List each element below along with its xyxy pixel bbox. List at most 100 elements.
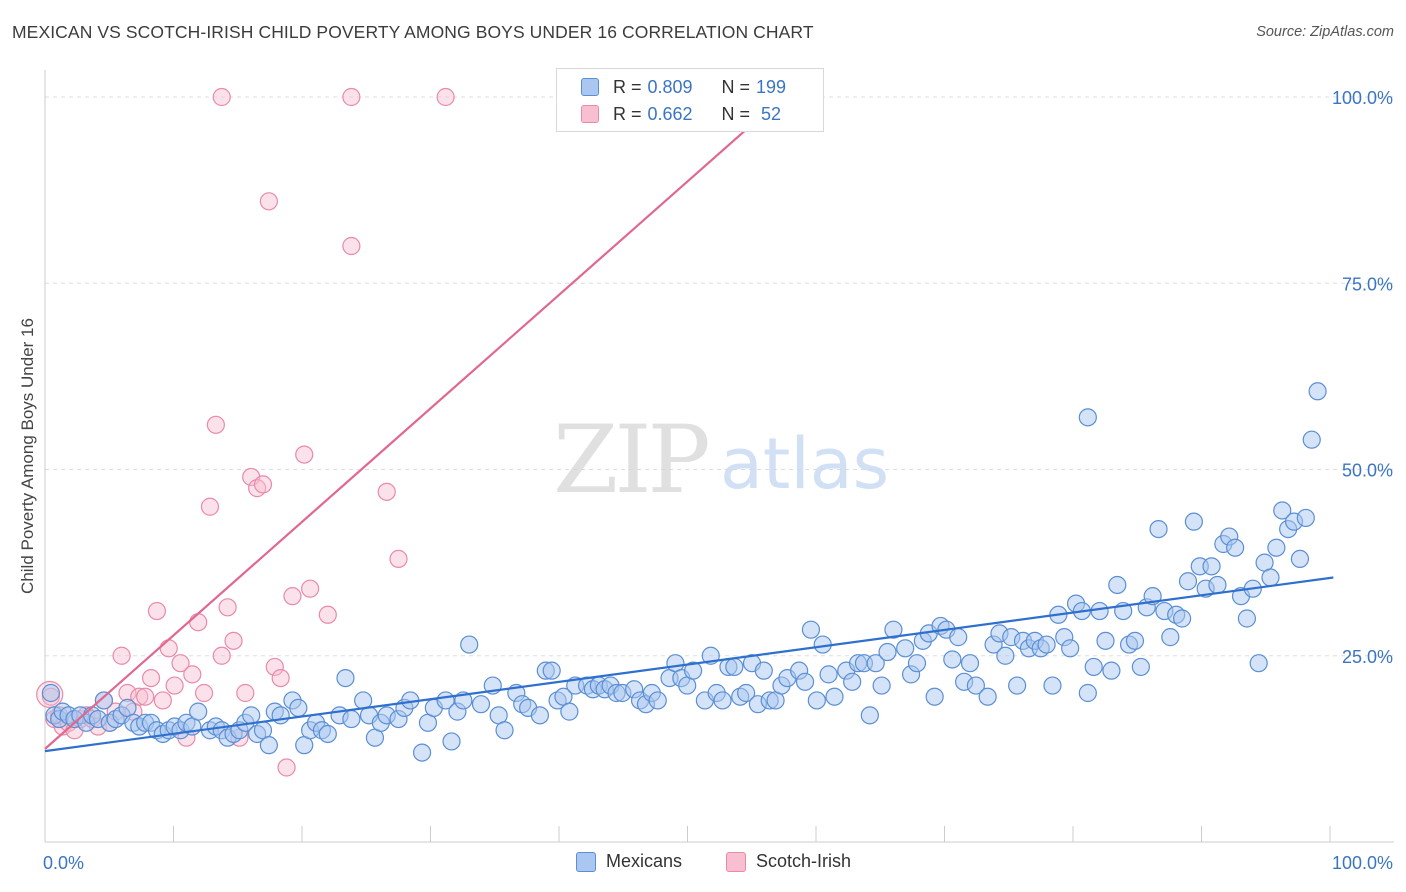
- mexicans-point: [1308, 382, 1327, 401]
- mexicans-point: [41, 683, 60, 703]
- mexicans-point: [1090, 601, 1109, 621]
- mexicans-point: [1096, 631, 1115, 650]
- mexicans-point: [884, 620, 903, 639]
- legend-row-mexicans: R = 0.809 N = 199: [581, 75, 786, 99]
- scotch-irish-point: [253, 475, 273, 494]
- watermark-zip: ZIP: [553, 406, 707, 515]
- scotch-irish-point: [183, 665, 202, 684]
- mexicans-point: [683, 661, 703, 680]
- legend-swatch-blue: [576, 851, 596, 872]
- mexicans-point: [825, 687, 844, 706]
- legend-n-value: 52: [756, 103, 782, 124]
- grid-layer: [45, 96, 1394, 657]
- legend-row-scotch-irish: R = 0.662 N = 52: [581, 102, 781, 126]
- legend-r-value: 0.809: [647, 76, 693, 97]
- mexicans-point: [259, 736, 278, 755]
- scotch-irish-point: [153, 691, 172, 710]
- scotch-irish-point: [295, 445, 314, 464]
- scotch-irish-point: [342, 236, 361, 256]
- legend-r-label: R =: [613, 103, 642, 124]
- mexicans-point: [795, 672, 815, 691]
- scotch-irish-point: [224, 631, 243, 650]
- mexicans-point: [819, 665, 838, 684]
- mexicans-point: [896, 639, 915, 658]
- scotch-irish-point: [189, 613, 208, 632]
- legend-label-mexicans: Mexicans: [606, 851, 683, 871]
- mexicans-point: [843, 672, 862, 691]
- scotch-irish-point: [389, 549, 408, 569]
- x-tick-label: 0.0%: [43, 853, 84, 873]
- mexicans-point: [1078, 683, 1097, 703]
- scotch-irish-point: [277, 758, 296, 777]
- scotch-irish-point: [141, 668, 161, 688]
- mexicans-point: [471, 695, 491, 714]
- mexicans-point: [1008, 676, 1027, 695]
- mexicans-point: [1202, 557, 1221, 576]
- mexicans-point: [1267, 538, 1286, 557]
- trend-layer: [44, 96, 1334, 753]
- mexicans-point: [960, 654, 980, 673]
- scotch-irish-point: [171, 654, 190, 673]
- mexicans-point: [1149, 519, 1168, 539]
- scotch-irish-point: [200, 497, 220, 516]
- scotch-irish-point: [206, 415, 225, 434]
- mexicans-point: [1184, 512, 1203, 531]
- mexicans-point: [754, 661, 773, 680]
- mexicans-point: [737, 683, 756, 703]
- legend-n-label: N =: [721, 76, 751, 97]
- mexicans-point: [949, 628, 968, 647]
- y-tick-label: 25.0%: [1342, 647, 1393, 667]
- y-tick-label: 50.0%: [1342, 461, 1393, 481]
- mexicans-point: [495, 721, 514, 740]
- series-mexicans-points: [41, 382, 1327, 762]
- scotch-irish-point: [342, 87, 361, 107]
- mexicans-point: [560, 702, 579, 721]
- legend-r-value: 0.662: [647, 103, 693, 124]
- source-credit: Source: ZipAtlas.com: [1256, 24, 1394, 40]
- mexicans-point: [1078, 408, 1097, 427]
- mexicans-point: [1084, 657, 1103, 677]
- scotch-irish-point: [236, 683, 255, 703]
- scotch-irish-point: [165, 676, 184, 695]
- scotch-irish-point: [147, 601, 167, 621]
- mexicans-point: [1178, 572, 1198, 591]
- mexicans-point: [542, 661, 561, 680]
- mexicans-point: [1273, 501, 1292, 520]
- mexicans-point: [943, 650, 962, 669]
- mexicans-point: [412, 743, 432, 762]
- mexicans-point: [336, 668, 355, 688]
- scotch-irish-point: [112, 646, 131, 665]
- scotch-irish-point: [136, 687, 155, 706]
- mexicans-point: [725, 657, 744, 677]
- mexicans-point: [978, 687, 997, 706]
- mexicans-point: [1173, 609, 1192, 628]
- scotch-irish-point: [377, 482, 396, 501]
- mexicans-point: [1290, 549, 1310, 569]
- axis-layer: [44, 70, 1394, 843]
- mexicans-point: [1296, 508, 1315, 528]
- series-scotch-irish-points: [36, 87, 455, 777]
- mexicans-point: [318, 724, 337, 744]
- tick-label-layer: 25.0% 50.0% 75.0% 100.0% 0.0% 100.0%: [43, 88, 1393, 873]
- mexicans-point: [966, 676, 985, 695]
- legend-swatch-blue: [581, 78, 599, 96]
- scotch-irish-point: [283, 587, 302, 606]
- mexicans-point: [872, 676, 891, 695]
- legend-swatch-pink: [581, 105, 599, 123]
- mexicans-point: [530, 706, 550, 725]
- x-tick-label: 100.0%: [1332, 853, 1393, 873]
- legend-r-label: R =: [613, 76, 642, 97]
- scotch-irish-point: [194, 683, 214, 703]
- scotch-irish-point: [130, 687, 149, 706]
- mexicans-point: [807, 691, 826, 710]
- mexicans-point: [1302, 430, 1321, 449]
- mexicans-point: [866, 654, 885, 673]
- mexicans-point: [648, 691, 667, 710]
- scotch-irish-point: [436, 87, 455, 107]
- scotch-irish-point: [212, 646, 231, 665]
- legend-n-value: 199: [756, 76, 787, 97]
- mexicans-point: [442, 732, 461, 751]
- mexicans-point: [713, 691, 732, 710]
- mexicans-point: [1131, 657, 1150, 677]
- y-axis-label: Child Poverty Among Boys Under 16: [18, 318, 37, 594]
